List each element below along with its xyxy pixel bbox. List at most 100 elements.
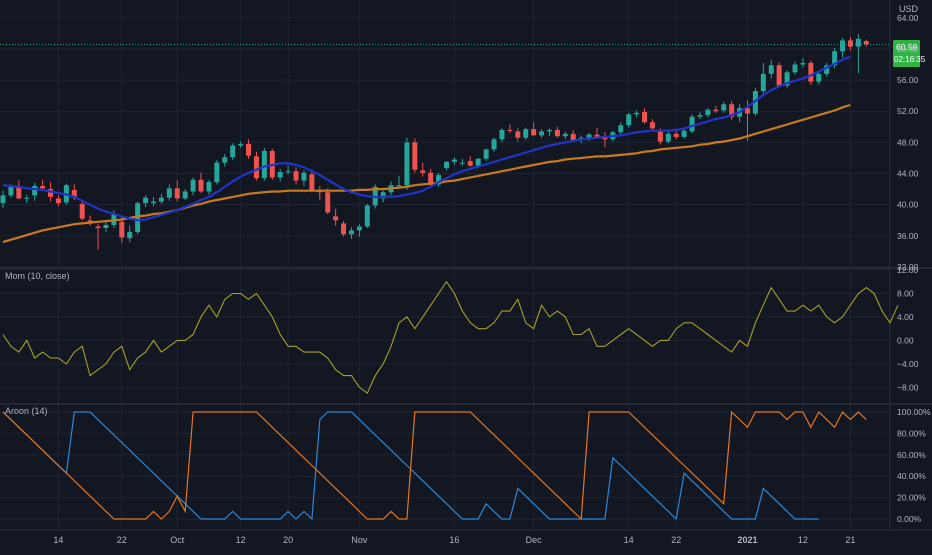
candle-body (127, 231, 133, 239)
time-axis-label: 12 (236, 535, 246, 545)
candle-body (412, 142, 418, 170)
candle-body (744, 108, 750, 114)
candle-body (863, 41, 869, 45)
price-pane[interactable] (0, 34, 890, 250)
candle-body (642, 112, 648, 123)
momentum-line (2, 280, 899, 395)
up-candle (150, 196, 156, 207)
up-candle (182, 189, 188, 201)
up-candle (261, 147, 267, 181)
time-axis-label: 14 (53, 535, 63, 545)
candle-body (515, 131, 521, 138)
down-candle (119, 217, 125, 243)
time-axis-label: 12 (798, 535, 808, 545)
price-y-tick: 36.00 (897, 231, 919, 241)
price-axis[interactable]: USD (899, 4, 919, 14)
candle-body (800, 62, 806, 65)
candle-body (847, 40, 853, 47)
up-candle (697, 112, 703, 120)
down-candle (713, 105, 719, 113)
candle-body (546, 129, 552, 132)
candle-body (333, 216, 339, 221)
down-candle (333, 208, 339, 226)
down-candle (55, 195, 61, 207)
candle-body (396, 185, 402, 187)
candle-body (293, 171, 299, 181)
up-candle (792, 61, 798, 75)
fast-moving-average-line (2, 55, 851, 222)
candle-body (768, 65, 774, 74)
candle-body (230, 145, 236, 158)
down-candle (570, 129, 576, 142)
candle-body (673, 133, 679, 137)
down-candle (863, 39, 869, 47)
down-candle (808, 60, 814, 85)
candle-body (705, 109, 711, 116)
up-candle (562, 131, 568, 140)
candle-body (341, 223, 347, 235)
price-y-tick: 56.00 (897, 75, 919, 85)
up-candle (618, 122, 624, 135)
candle-body (760, 73, 766, 91)
candle-body (483, 149, 489, 159)
down-candle (776, 62, 782, 88)
up-candle (768, 59, 774, 79)
price-y-tick: 48.00 (897, 137, 919, 147)
momentum-pane[interactable]: Mom (10, close) (2, 271, 899, 395)
up-candle (0, 190, 6, 208)
candle-body (586, 134, 592, 138)
candle-body (356, 226, 362, 231)
up-candle (444, 161, 450, 171)
candle-body (451, 159, 457, 162)
time-axis-label: 14 (624, 535, 634, 545)
up-candle (24, 194, 30, 204)
down-candle (649, 119, 655, 130)
up-candle (705, 108, 711, 118)
candle-body (166, 188, 172, 198)
aroon-pane[interactable]: Aroon (14) (2, 406, 867, 521)
up-candle (404, 137, 410, 190)
candle-body (808, 62, 814, 82)
aroon-y-tick: 100.00% (897, 407, 931, 417)
up-candle (760, 62, 766, 94)
candle-body (364, 205, 370, 227)
up-candle (681, 128, 687, 139)
candle-body (285, 171, 291, 173)
up-candle (539, 129, 545, 138)
candle-body (325, 192, 331, 213)
up-candle (277, 168, 283, 182)
up-candle (483, 148, 489, 162)
down-candle (325, 188, 331, 215)
price-y-tick: 32.00 (897, 262, 919, 272)
aroon-y-tick: 80.00% (897, 428, 926, 438)
last-price-tag: 60.59 02:16:35 (893, 40, 926, 67)
down-candle (174, 180, 180, 202)
momentum-title: Mom (10, close) (5, 271, 70, 281)
currency-label: USD (899, 4, 919, 14)
up-candle (356, 224, 362, 237)
candle-body (665, 133, 671, 142)
up-candle (364, 203, 370, 229)
down-candle (309, 169, 315, 193)
candle-body (95, 226, 101, 229)
time-axis[interactable]: 14 22 Oct 12 20 Nov 16 Dec 14 22 2021 12 21 (53, 535, 855, 545)
price-y-tick: 40.00 (897, 200, 919, 210)
candle-body (309, 174, 315, 191)
candle-body (729, 104, 735, 117)
candle-body (832, 51, 838, 66)
last-price-value: 60.59 (896, 42, 918, 52)
candle-body (721, 104, 727, 111)
price-y-tick: 64.00 (897, 13, 919, 23)
candle-body (253, 156, 259, 179)
candle-body (523, 129, 529, 138)
up-candle (491, 137, 497, 152)
up-candle (824, 62, 830, 77)
down-candle (198, 172, 204, 194)
up-candle (135, 201, 141, 235)
aroon-y-tick: 60.00% (897, 450, 926, 460)
candle-body (649, 122, 655, 129)
momentum-y-tick: 0.00 (897, 335, 914, 345)
candle-body (784, 72, 790, 86)
